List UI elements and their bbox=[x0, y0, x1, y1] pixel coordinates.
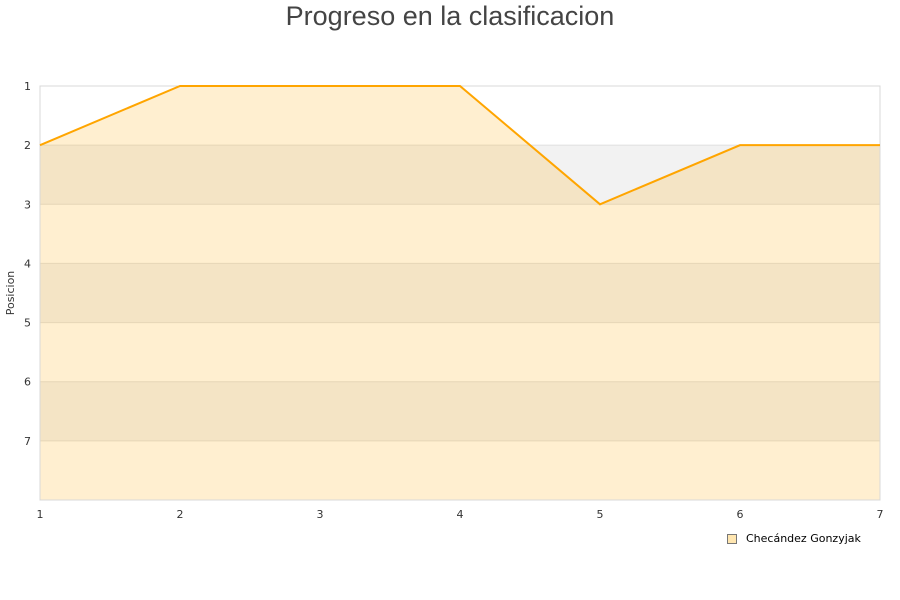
series-area bbox=[40, 86, 880, 500]
x-tick-label: 4 bbox=[457, 508, 464, 521]
legend-label: Checández Gonzyjak bbox=[746, 532, 861, 545]
x-tick-label: 1 bbox=[37, 508, 44, 521]
chart-title: Progreso en la clasificacion bbox=[285, 1, 615, 31]
y-axis-label: Posicion bbox=[4, 271, 17, 316]
y-tick-label: 5 bbox=[24, 317, 31, 330]
x-tick-label: 7 bbox=[877, 508, 884, 521]
y-tick-label: 7 bbox=[24, 435, 31, 448]
legend-swatch bbox=[727, 533, 737, 544]
y-tick-label: 4 bbox=[24, 257, 31, 270]
grid-band bbox=[40, 263, 880, 323]
grid-band bbox=[40, 322, 880, 382]
x-tick-label: 5 bbox=[597, 508, 604, 521]
x-tick-label: 3 bbox=[317, 508, 324, 521]
grid-band bbox=[40, 381, 880, 441]
grid-band bbox=[40, 86, 880, 146]
y-tick-label: 6 bbox=[24, 376, 31, 389]
x-tick-label: 2 bbox=[177, 508, 184, 521]
y-tick-label: 2 bbox=[24, 139, 31, 152]
series-line bbox=[39, 85, 880, 206]
grid-band bbox=[40, 440, 880, 500]
grid-band bbox=[40, 145, 880, 205]
y-tick-label: 1 bbox=[24, 80, 31, 93]
grid-band bbox=[40, 204, 880, 264]
legend: Checández Gonzyjak bbox=[727, 532, 861, 545]
y-tick-label: 3 bbox=[24, 198, 31, 211]
x-tick-label: 6 bbox=[737, 508, 744, 521]
